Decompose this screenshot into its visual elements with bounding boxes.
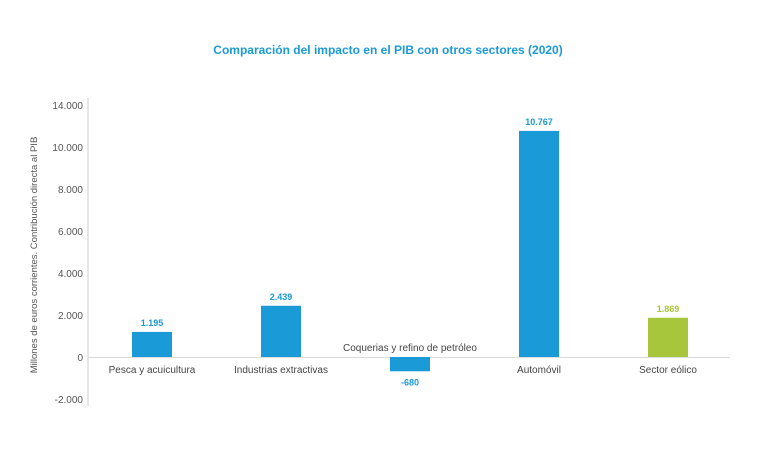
bar bbox=[261, 305, 301, 357]
y-tick-label: 8.000 bbox=[58, 185, 83, 196]
y-tick-label: -2.000 bbox=[55, 395, 84, 406]
y-tick-label: 6.000 bbox=[58, 227, 83, 238]
bar bbox=[519, 130, 559, 357]
data-label: 1.869 bbox=[657, 304, 680, 314]
y-tick-label: 10.000 bbox=[52, 143, 83, 154]
bar bbox=[648, 317, 688, 357]
data-label: 10.767 bbox=[525, 117, 553, 127]
category-label: Sector eólico bbox=[639, 365, 697, 376]
y-tick-label: 0 bbox=[77, 353, 83, 364]
category-label: Industrias extractivas bbox=[234, 365, 328, 376]
bar bbox=[132, 331, 172, 357]
y-tick-label: 4.000 bbox=[58, 269, 83, 280]
y-axis-label: Millones de euros corrientes. Contribuci… bbox=[29, 137, 40, 374]
category-label: Automóvil bbox=[517, 365, 561, 376]
y-tick-label: 14.000 bbox=[52, 101, 83, 112]
chart-title: Comparación del impacto en el PIB con ot… bbox=[213, 43, 562, 57]
data-label: 1.195 bbox=[141, 318, 164, 328]
category-label: Coquerias y refino de petróleo bbox=[343, 343, 477, 354]
category-label: Pesca y acuicultura bbox=[109, 365, 196, 376]
data-label: -680 bbox=[401, 377, 419, 387]
data-label: 2.439 bbox=[270, 292, 293, 302]
y-tick-label: 2.000 bbox=[58, 311, 83, 322]
bar bbox=[390, 357, 430, 372]
